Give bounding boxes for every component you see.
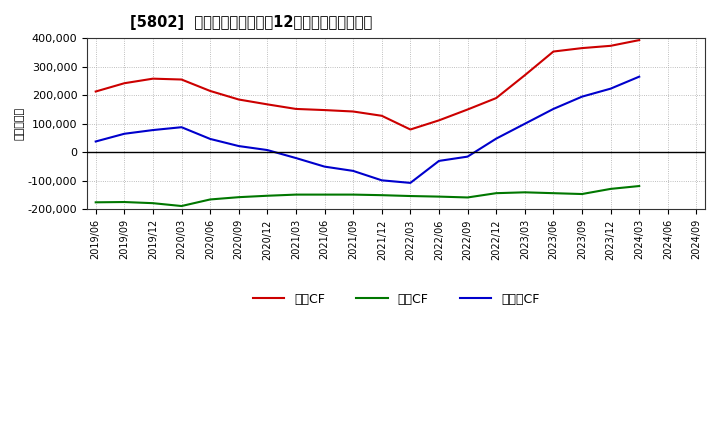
Line: 投資CF: 投資CF bbox=[96, 186, 639, 206]
フリーCF bbox=[148, 128, 157, 133]
投資CF bbox=[206, 197, 215, 202]
フリーCF bbox=[549, 106, 558, 112]
Legend: 営業CF, 投資CF, フリーCF: 営業CF, 投資CF, フリーCF bbox=[248, 288, 544, 311]
投資CF bbox=[263, 193, 271, 198]
営業CF bbox=[463, 107, 472, 112]
Line: 営業CF: 営業CF bbox=[96, 40, 639, 129]
営業CF bbox=[263, 102, 271, 107]
フリーCF bbox=[606, 86, 615, 91]
フリーCF bbox=[435, 158, 444, 164]
投資CF bbox=[463, 195, 472, 200]
営業CF bbox=[492, 95, 500, 101]
フリーCF bbox=[463, 154, 472, 159]
フリーCF bbox=[263, 147, 271, 153]
営業CF bbox=[320, 107, 329, 113]
フリーCF bbox=[521, 121, 529, 126]
投資CF bbox=[635, 183, 644, 189]
投資CF bbox=[348, 192, 357, 197]
フリーCF bbox=[177, 125, 186, 130]
営業CF bbox=[606, 43, 615, 48]
フリーCF bbox=[120, 131, 129, 136]
フリーCF bbox=[292, 155, 300, 161]
営業CF bbox=[406, 127, 415, 132]
投資CF bbox=[377, 193, 386, 198]
投資CF bbox=[91, 200, 100, 205]
投資CF bbox=[606, 186, 615, 191]
投資CF bbox=[492, 191, 500, 196]
フリーCF bbox=[206, 136, 215, 142]
Text: [5802]  キャッシュフローの12か月移動合計の推移: [5802] キャッシュフローの12か月移動合計の推移 bbox=[130, 15, 373, 30]
投資CF bbox=[577, 191, 586, 197]
Y-axis label: （百万円）: （百万円） bbox=[15, 107, 25, 140]
営業CF bbox=[120, 81, 129, 86]
フリーCF bbox=[235, 143, 243, 149]
営業CF bbox=[377, 113, 386, 118]
投資CF bbox=[148, 201, 157, 206]
営業CF bbox=[177, 77, 186, 82]
営業CF bbox=[635, 37, 644, 43]
フリーCF bbox=[348, 168, 357, 173]
営業CF bbox=[206, 88, 215, 94]
営業CF bbox=[292, 106, 300, 112]
Line: フリーCF: フリーCF bbox=[96, 77, 639, 183]
投資CF bbox=[521, 190, 529, 195]
営業CF bbox=[235, 97, 243, 102]
投資CF bbox=[406, 194, 415, 199]
営業CF bbox=[549, 49, 558, 54]
投資CF bbox=[177, 203, 186, 209]
フリーCF bbox=[406, 180, 415, 186]
フリーCF bbox=[91, 139, 100, 144]
営業CF bbox=[521, 73, 529, 78]
営業CF bbox=[348, 109, 357, 114]
投資CF bbox=[549, 191, 558, 196]
フリーCF bbox=[320, 164, 329, 169]
投資CF bbox=[235, 194, 243, 200]
営業CF bbox=[577, 45, 586, 51]
投資CF bbox=[320, 192, 329, 197]
投資CF bbox=[292, 192, 300, 197]
フリーCF bbox=[577, 94, 586, 99]
投資CF bbox=[120, 199, 129, 205]
フリーCF bbox=[635, 74, 644, 79]
営業CF bbox=[435, 118, 444, 123]
フリーCF bbox=[492, 136, 500, 141]
投資CF bbox=[435, 194, 444, 199]
営業CF bbox=[148, 76, 157, 81]
営業CF bbox=[91, 89, 100, 94]
フリーCF bbox=[377, 178, 386, 183]
